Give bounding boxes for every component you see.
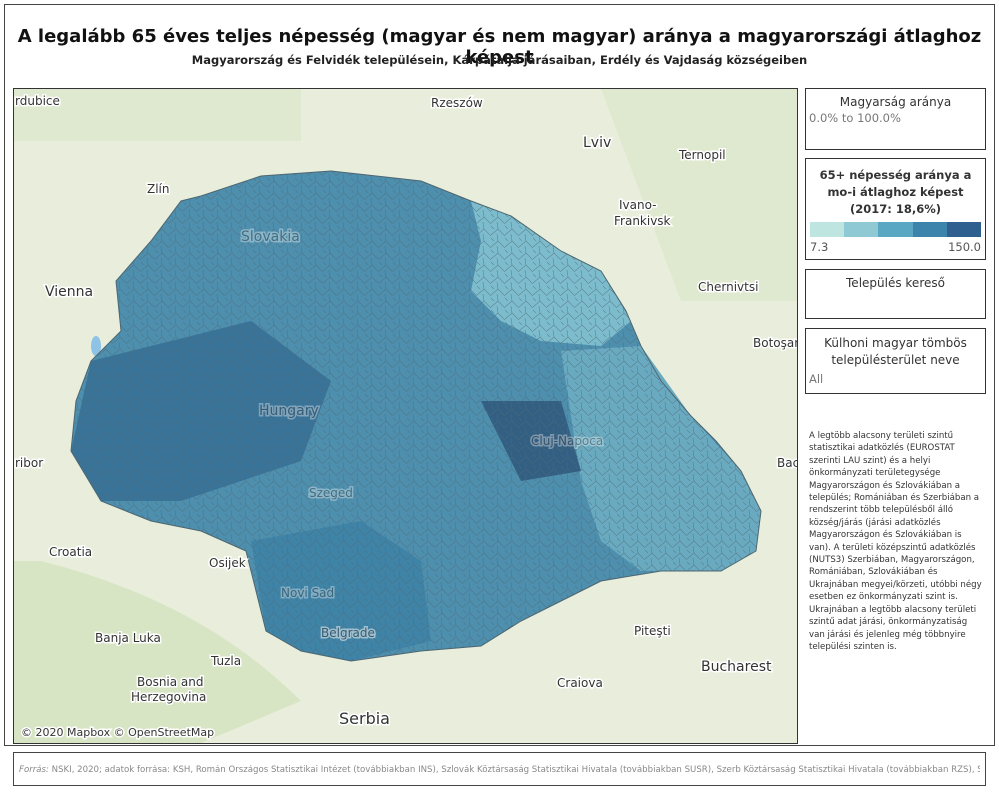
map-label: ribor <box>15 456 43 470</box>
map-label: Banja Luka <box>95 631 161 645</box>
map-label: Vienna <box>45 284 93 300</box>
legend-title: 65+ népesség aránya a <box>819 168 972 182</box>
share-filter[interactable]: Magyarság aránya 0.0% to 100.0% <box>805 88 986 150</box>
panel-value: 0.0% to 100.0% <box>809 111 901 125</box>
panel-title: Magyarság aránya <box>839 95 952 109</box>
map-label: Belgrade <box>321 626 375 640</box>
map-label: Bucharest <box>701 659 772 675</box>
source-text: NSKI, 2020; adatok forrása: KSH, Román O… <box>51 765 980 775</box>
panel-title: Külhoni magyar tömbös településterület n… <box>824 336 967 367</box>
map-label: Herzegovina <box>131 690 206 704</box>
map-label: Slovakia <box>241 229 300 245</box>
map-label: Hungary <box>259 403 319 419</box>
map[interactable]: rdubice Rzeszów Lviv Ternopil Zlín Ivano… <box>13 88 798 744</box>
map-label: Rzeszów <box>431 96 483 110</box>
map-label: Bosnia and <box>137 675 204 689</box>
map-label: Botoşan <box>753 336 798 350</box>
block-filter[interactable]: Külhoni magyar tömbös településterület n… <box>805 328 986 394</box>
search-box[interactable]: Település kereső <box>805 269 986 319</box>
panel-title: Település kereső <box>846 276 945 290</box>
map-label: Zlín <box>147 182 170 196</box>
legend-max: 150.0 <box>948 240 981 254</box>
frame <box>4 4 995 746</box>
legend-ramp <box>810 222 982 237</box>
footer: Forrás: NSKI, 2020; adatok forrása: KSH,… <box>13 752 986 786</box>
map-label: Ivano- <box>619 198 657 212</box>
map-label: Tuzla <box>210 654 241 668</box>
title: A legalább 65 éves teljes népesség (magy… <box>17 26 982 68</box>
subtitle: Magyarország és Felvidék településein, K… <box>191 53 808 67</box>
map-label: Cluj-Napoca <box>531 434 603 448</box>
attribution: © 2020 Mapbox © OpenStreetMap <box>21 726 214 739</box>
map-label: Croatia <box>49 545 92 559</box>
legend-min: 7.3 <box>810 240 829 254</box>
map-label: Bac <box>777 456 798 470</box>
map-label: Ternopil <box>678 148 726 162</box>
map-label: rdubice <box>15 94 60 108</box>
map-label: Szeged <box>309 486 353 500</box>
panel-value: All <box>809 372 824 386</box>
map-label: Chernivtsi <box>698 280 758 294</box>
note: A legtöbb alacsony területi szintű stati… <box>809 431 982 652</box>
map-label: Osijek <box>209 556 246 570</box>
map-label: Piteşti <box>634 624 671 638</box>
map-label: Frankivsk <box>614 214 671 228</box>
map-label: Craiova <box>557 676 603 690</box>
map-label: Novi Sad <box>281 586 334 600</box>
legend-title: mo-i átlaghoz képest <box>827 185 964 199</box>
map-label: Serbia <box>339 709 390 728</box>
legend-title: (2017: 18,6%) <box>849 202 942 216</box>
map-label: Lviv <box>583 135 611 151</box>
source-label: Forrás: <box>19 765 49 775</box>
color-legend: 65+ népesség aránya a mo-i átlaghoz képe… <box>805 158 986 260</box>
